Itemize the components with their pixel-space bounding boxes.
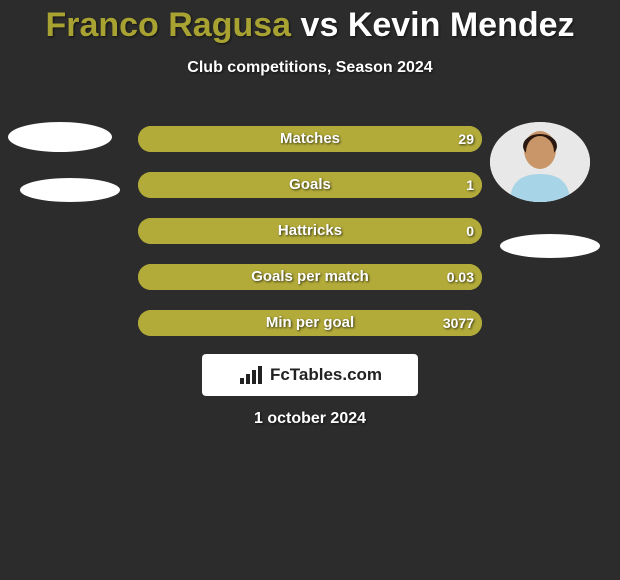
date: 1 october 2024 — [0, 410, 620, 428]
site-badge[interactable]: FcTables.com — [202, 354, 418, 396]
stat-row: Hattricks0 — [138, 218, 482, 244]
stat-label: Goals per match — [138, 264, 482, 290]
stat-row: Goals1 — [138, 172, 482, 198]
chart-icon — [238, 364, 264, 386]
stat-row: Goals per match0.03 — [138, 264, 482, 290]
player1-avatar — [8, 122, 112, 152]
player2-club-badge — [500, 234, 600, 258]
player2-photo — [490, 122, 590, 202]
stat-label: Matches — [138, 126, 482, 152]
stat-value-right: 1 — [466, 172, 474, 198]
site-label: FcTables.com — [270, 365, 382, 385]
stat-row: Matches29 — [138, 126, 482, 152]
comparison-title: Franco Ragusa vs Kevin Mendez — [0, 0, 620, 45]
stat-value-right: 0.03 — [447, 264, 474, 290]
player2-name: Kevin Mendez — [348, 6, 575, 44]
subtitle: Club competitions, Season 2024 — [0, 59, 620, 77]
stat-label: Hattricks — [138, 218, 482, 244]
stat-value-right: 3077 — [443, 310, 474, 336]
stat-label: Min per goal — [138, 310, 482, 336]
player1-club-badge — [20, 178, 120, 202]
player2-avatar — [490, 122, 590, 202]
vs-separator: vs — [301, 6, 339, 44]
stat-value-right: 29 — [458, 126, 474, 152]
stat-value-right: 0 — [466, 218, 474, 244]
stat-label: Goals — [138, 172, 482, 198]
player1-name: Franco Ragusa — [45, 6, 291, 44]
stat-bars: Matches29 Goals1 Hattricks0 Goals per match… — [138, 126, 482, 356]
stat-row: Min per goal3077 — [138, 310, 482, 336]
